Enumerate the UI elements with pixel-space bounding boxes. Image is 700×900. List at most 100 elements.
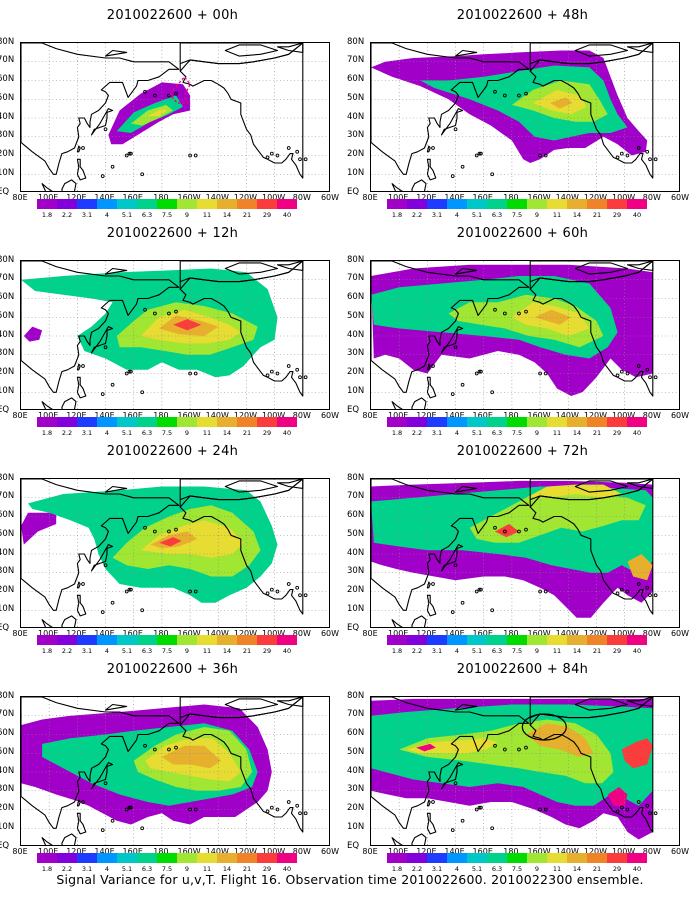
island-outline (100, 392, 105, 396)
coastline (76, 799, 81, 807)
island-outline (103, 563, 108, 568)
island-outline (524, 91, 528, 96)
lat-tick-label: 10N (347, 603, 365, 614)
island-outline (174, 91, 178, 96)
lon-tick-label: 140E (444, 629, 465, 638)
coastline (104, 485, 128, 493)
lat-tick-label: 70N (347, 55, 365, 66)
island-outline (265, 591, 270, 596)
lon-tick-label: 80E (12, 629, 28, 638)
lat-tick-label: EQ (0, 840, 10, 851)
island-outline (479, 369, 483, 374)
colorbar-swatch (277, 853, 297, 863)
lon-tick-label: 160E (472, 847, 493, 856)
coastline (391, 401, 403, 409)
coastline (90, 762, 114, 790)
colorbar-swatch (467, 417, 487, 427)
lon-tick-label: 140E (444, 193, 465, 202)
lon-tick-label: 80W (642, 847, 661, 856)
colorbar-label: 9 (184, 647, 190, 655)
coastline (426, 158, 437, 181)
colorbar-swatch (627, 417, 647, 427)
coastline (426, 812, 437, 835)
variance-contour-fill (23, 326, 43, 342)
lon-tick-label: 80W (642, 411, 661, 420)
colorbar-label: 29 (262, 211, 272, 219)
island-outline (269, 151, 274, 156)
lon-tick-label: 60W (670, 411, 690, 420)
island-outline (503, 747, 507, 752)
island-outline (450, 828, 455, 832)
colorbar-swatch (257, 417, 277, 427)
island-outline (295, 367, 300, 372)
colorbar-swatch (487, 635, 507, 645)
lon-tick-label: 100W (262, 411, 286, 420)
coastline (179, 479, 304, 615)
island-outline (538, 371, 542, 376)
map-plot (371, 697, 679, 845)
colorbar-label: 29 (612, 429, 622, 437)
island-outline (474, 153, 479, 158)
lat-tick-label: 20N (0, 149, 15, 159)
island-outline (619, 369, 624, 374)
lon-tick-label: 100W (262, 193, 286, 202)
island-outline (636, 800, 641, 804)
lon-tick-label: 160E (472, 411, 493, 420)
island-outline (193, 807, 198, 812)
lon-tick-label: 120W (583, 629, 608, 638)
lon-tick-label: 120W (233, 193, 258, 202)
variance-contour-fill (627, 554, 653, 581)
colorbar-swatch (257, 635, 277, 645)
island-outline (298, 593, 302, 598)
island-outline (524, 527, 528, 532)
colorbar-swatch (547, 199, 567, 209)
island-outline (129, 587, 133, 592)
lat-tick-label: 50N (347, 310, 365, 321)
colorbar-label: 11 (552, 647, 562, 655)
coastline (440, 326, 464, 354)
lon-tick-label: 180 (503, 411, 519, 420)
island-outline (110, 382, 115, 387)
lon-tick-label: 140W (205, 193, 229, 202)
lat-tick-label: 30N (0, 566, 15, 577)
lon-tick-label: 60W (670, 193, 690, 202)
lon-tick-label: 120W (233, 411, 258, 420)
map-plot (21, 43, 329, 191)
coastline (61, 397, 77, 409)
colorbar-label: 6.3 (141, 865, 153, 873)
colorbar-label: 5.1 (471, 865, 483, 873)
colorbar-label: 6.3 (141, 429, 153, 437)
panel-title: 2010022600 + 72h (456, 444, 589, 459)
variance-contour-fill (147, 108, 168, 117)
colorbar-swatch (487, 199, 507, 209)
colorbar-label: 7.5 (161, 865, 173, 873)
colorbar-label: 4 (104, 429, 110, 437)
colorbar-swatch (507, 199, 527, 209)
coastline (426, 376, 437, 399)
lon-tick-label: 100W (262, 847, 286, 856)
island-outline (619, 587, 624, 592)
lon-tick-label: 100W (612, 193, 636, 202)
island-outline (193, 371, 198, 376)
lat-tick-label: 50N (0, 528, 15, 539)
colorbar-swatch (37, 199, 57, 209)
lon-tick-label: 180 (153, 629, 169, 638)
map-plot (371, 261, 679, 409)
island-outline (543, 589, 548, 594)
island-outline (645, 367, 650, 372)
lon-tick-label: 160W (177, 847, 201, 856)
lat-tick-label: 80N (347, 690, 365, 701)
island-outline (503, 529, 507, 534)
island-outline (460, 164, 465, 169)
colorbar-label: 3.1 (81, 865, 93, 873)
lon-tick-label: 160E (472, 629, 493, 638)
colorbar-swatch (427, 417, 447, 427)
colorbar-label: 5.1 (121, 647, 133, 655)
coastline (224, 480, 279, 493)
lon-tick-label: 100E (388, 193, 409, 202)
colorbar-label: 6.3 (491, 429, 503, 437)
lon-tick-label: 160W (177, 193, 201, 202)
island-outline (619, 151, 624, 156)
colorbar-label: 1.8 (391, 865, 403, 873)
coastline (626, 43, 654, 53)
